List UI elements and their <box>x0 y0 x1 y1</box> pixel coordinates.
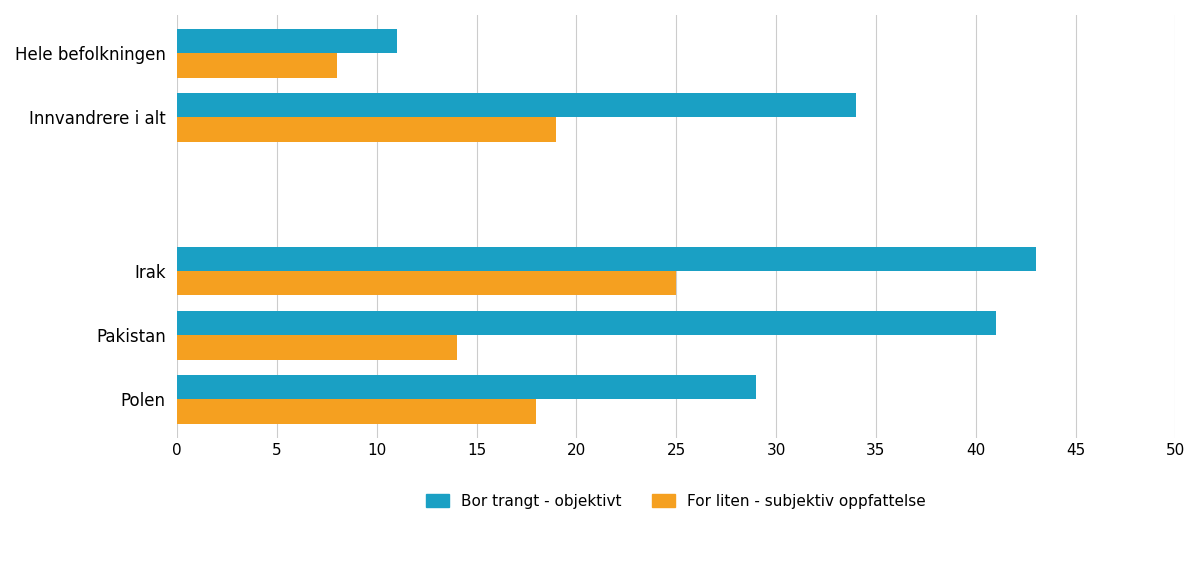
Bar <box>176 54 337 78</box>
Legend: Bor trangt - objektivt, For liten - subjektiv oppfattelse: Bor trangt - objektivt, For liten - subj… <box>420 488 932 515</box>
Bar <box>176 247 1036 271</box>
Bar <box>176 118 557 142</box>
Bar <box>176 399 536 424</box>
Bar <box>176 375 756 399</box>
Bar <box>176 29 397 54</box>
Bar <box>176 93 856 118</box>
Bar <box>176 311 996 335</box>
Bar <box>176 271 676 295</box>
Bar <box>176 335 456 359</box>
